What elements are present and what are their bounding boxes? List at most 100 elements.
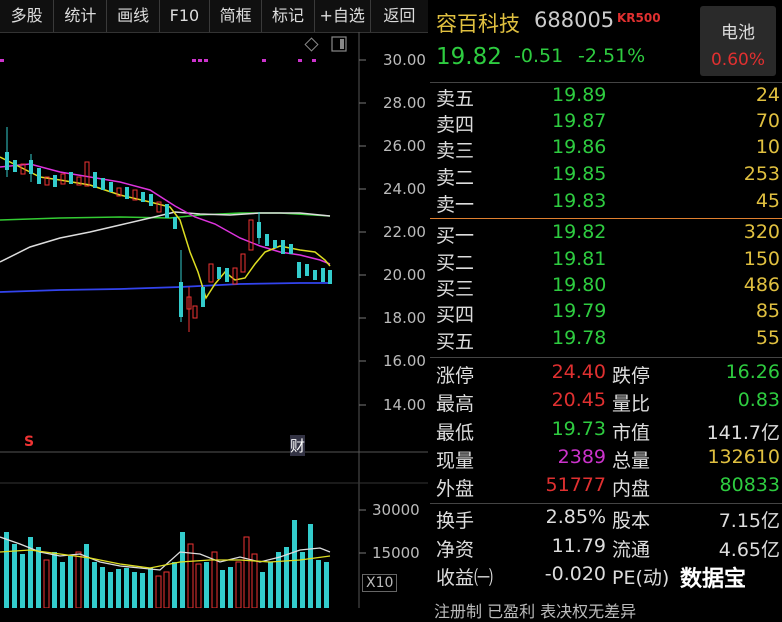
stat-market-cap: 市值 141.7亿 [612, 422, 780, 444]
diamond-icon[interactable] [304, 37, 319, 52]
ask-label: 卖一 [436, 194, 475, 216]
toolbar-multi-stock-button[interactable]: 多股 [0, 0, 55, 32]
bid-row-1[interactable]: 买一 19.82 320 [430, 221, 782, 247]
toolbar-stats-button[interactable]: 统计 [54, 0, 108, 32]
panel-toggle-icon[interactable] [331, 36, 347, 52]
toolbar-mark-button[interactable]: 标记 [262, 0, 315, 32]
ask-volume: 253 [743, 163, 780, 185]
bid-price: 19.78 [552, 327, 607, 349]
bid-label: 买二 [436, 252, 475, 274]
quote-panel: 容百科技 688005 KR500 19.82 -0.51 -2.51% 电池 … [430, 0, 782, 608]
volume-ma-yellow [0, 549, 331, 569]
bid-label: 买五 [436, 331, 475, 353]
sector-name: 电池 [721, 23, 755, 43]
ma-line-blue [0, 282, 330, 293]
bid-label: 买一 [436, 225, 475, 247]
bid-row-2[interactable]: 买二 19.81 150 [430, 248, 782, 274]
volume-tick-30000: 30000 [372, 501, 420, 519]
bid-volume: 150 [743, 248, 780, 270]
ask-label: 卖二 [436, 167, 475, 189]
candlesticks [5, 127, 332, 332]
volume-ma-white [0, 536, 331, 571]
sector-pct: 0.60% [710, 50, 765, 70]
toolbar-simple-frame-button[interactable]: 简框 [210, 0, 263, 32]
bid-volume: 55 [755, 327, 780, 349]
bid-price: 19.80 [552, 274, 607, 296]
stat-float-shares: 流通 4.65亿 [612, 539, 780, 561]
kline-chart[interactable]: 30.00 28.00 26.00 24.00 22.00 20.00 18.0… [0, 32, 428, 609]
toolbar-draw-button[interactable]: 画线 [107, 0, 160, 32]
stat-total-volume: 总量 132610 [612, 446, 780, 472]
ask-volume: 70 [755, 110, 780, 132]
bid-price: 19.79 [552, 300, 607, 322]
bid-label: 买四 [436, 304, 475, 326]
bid-volume: 320 [743, 221, 780, 243]
stock-name: 容百科技 [436, 12, 520, 36]
signal-markers [0, 59, 316, 62]
volume-bars [4, 520, 329, 609]
finance-marker[interactable]: 财 [290, 435, 306, 456]
stat-net-assets: 净资 11.79 [436, 535, 606, 561]
bid-row-4[interactable]: 买四 19.79 85 [430, 300, 782, 326]
stat-outer-volume: 外盘 51777 [436, 474, 606, 500]
stat-eps: 收益㈠ -0.020 [436, 563, 606, 589]
ask-row-3[interactable]: 卖三 19.86 10 [430, 136, 782, 162]
ask-row-5[interactable]: 卖五 19.89 24 [430, 84, 782, 110]
ask-price: 19.85 [552, 163, 607, 185]
ask-row-1[interactable]: 卖一 19.83 45 [430, 190, 782, 216]
ask-row-2[interactable]: 卖二 19.85 253 [430, 163, 782, 189]
chart-toolbar: 多股 统计 画线 F10 简框 标记 +自选 返回 [0, 0, 428, 33]
price-tick-18: 18.00 [383, 309, 426, 327]
price-tick-14: 14.00 [383, 396, 426, 414]
stat-pe: PE(动) [612, 567, 670, 589]
stat-limit-down: 跌停 16.26 [612, 361, 780, 387]
divider [430, 503, 782, 504]
volume-unit-label[interactable]: X10 [362, 574, 398, 592]
price-change: -0.51 [514, 45, 564, 67]
stat-shares: 股本 7.15亿 [612, 510, 780, 532]
bid-row-5[interactable]: 买五 19.78 55 [430, 327, 782, 353]
price-change-pct: -2.51% [578, 45, 646, 67]
price-tick-16: 16.00 [383, 352, 426, 370]
s-marker[interactable]: S [24, 434, 35, 450]
sector-badge[interactable]: 电池 0.60% [700, 6, 776, 76]
stat-low: 最低 19.73 [436, 418, 606, 444]
stat-vol-ratio: 量比 0.83 [612, 389, 780, 415]
ask-volume: 24 [755, 84, 780, 106]
stat-turnover: 换手 2.85% [436, 506, 606, 532]
ma-line-white [0, 211, 331, 263]
ma-line-yellow [0, 156, 331, 300]
price-tick-20: 20.00 [383, 266, 426, 284]
ask-label: 卖四 [436, 114, 475, 136]
footer-tags: 注册制 已盈利 表决权无差异 [434, 602, 637, 621]
ask-price: 19.89 [552, 84, 607, 106]
toolbar-back-button[interactable]: 返回 [383, 6, 416, 25]
volume-tick-15000: 15000 [372, 544, 420, 562]
last-price: 19.82 [436, 44, 502, 70]
bid-row-3[interactable]: 买三 19.80 486 [430, 274, 782, 300]
stat-inner-volume: 内盘 80833 [612, 474, 780, 500]
ask-volume: 45 [755, 190, 780, 212]
divider [430, 82, 782, 83]
stat-high: 最高 20.45 [436, 389, 606, 415]
toolbar-f10-button[interactable]: F10 [160, 0, 211, 32]
stock-code: 688005 [534, 8, 615, 32]
bid-label: 买三 [436, 278, 475, 300]
ask-label: 卖五 [436, 88, 475, 110]
bid-price: 19.81 [552, 248, 607, 270]
price-tick-22: 22.00 [383, 223, 426, 241]
bid-volume: 85 [755, 300, 780, 322]
toolbar-add-watchlist-button[interactable]: +自选 [315, 0, 371, 32]
price-tick-24: 24.00 [383, 180, 426, 198]
kline-chart-svg [0, 32, 428, 609]
stat-current-volume: 现量 2389 [436, 446, 606, 472]
ask-price: 19.86 [552, 136, 607, 158]
ask-row-4[interactable]: 卖四 19.87 70 [430, 110, 782, 136]
watermark-logo: 数据宝 [680, 567, 747, 592]
price-tick-30: 30.00 [383, 51, 426, 69]
bid-volume: 486 [743, 274, 780, 296]
bid-price: 19.82 [552, 221, 607, 243]
ask-price: 19.83 [552, 190, 607, 212]
ask-label: 卖三 [436, 140, 475, 162]
price-tick-26: 26.00 [383, 137, 426, 155]
